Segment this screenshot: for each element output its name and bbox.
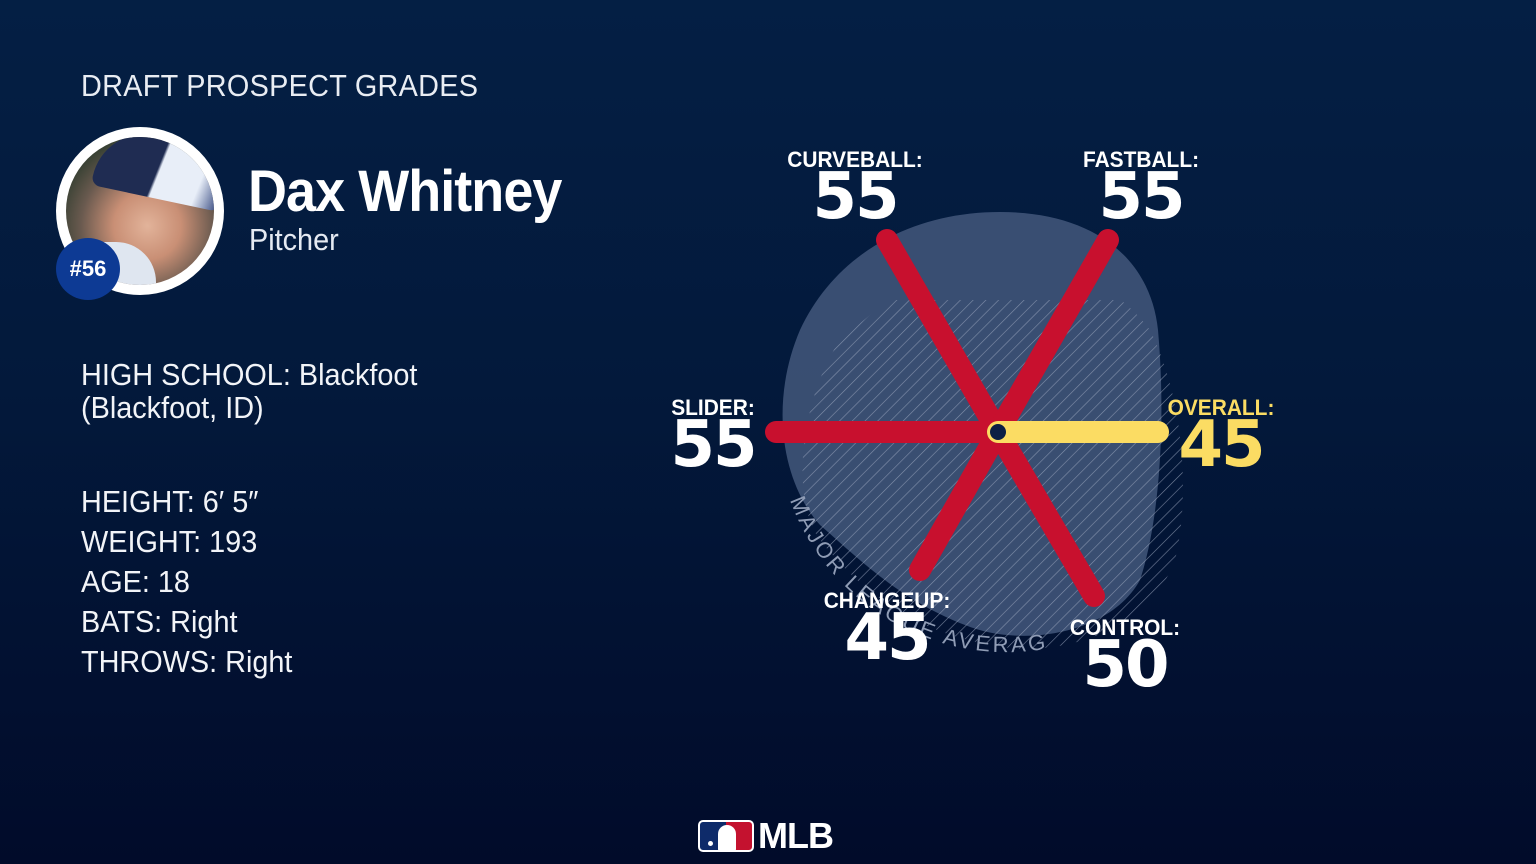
curveball-label: CURVEBALL: xyxy=(787,147,923,172)
player-position: Pitcher xyxy=(249,222,339,257)
stat-throws: THROWS: Right xyxy=(81,644,293,679)
control-value: 50 xyxy=(1082,628,1169,702)
center-dot xyxy=(990,424,1006,440)
fastball-label: FASTBALL: xyxy=(1082,147,1200,172)
curveball-value: 55 xyxy=(812,160,899,234)
stat-weight: WEIGHT: 193 xyxy=(81,524,258,559)
stat-bats: BATS: Right xyxy=(81,604,238,639)
changeup-value: 45 xyxy=(844,601,931,675)
overall-label: OVERALL: xyxy=(1167,395,1275,420)
grade-spokes xyxy=(765,229,1169,607)
slider-label: SLIDER: xyxy=(671,395,755,420)
player-name: Dax Whitney xyxy=(248,159,562,224)
changeup-label: CHANGEUP: xyxy=(823,588,951,613)
high-school-line: HIGH SCHOOL: Blackfoot xyxy=(81,357,418,392)
slider-value: 55 xyxy=(670,408,757,482)
player-stats: HEIGHT: 6′ 5″ WEIGHT: 193 AGE: 18 BATS: … xyxy=(81,482,292,682)
stat-age: AGE: 18 xyxy=(81,564,190,599)
stat-height: HEIGHT: 6′ 5″ xyxy=(81,484,259,519)
rank-badge: #56 xyxy=(56,238,120,300)
mlb-logo-text: MLB xyxy=(758,815,834,856)
mlb-logo: MLB xyxy=(698,815,834,857)
fastball-value: 55 xyxy=(1098,160,1185,234)
spoke-control xyxy=(987,421,1105,607)
high-school-info: HIGH SCHOOL: Blackfoot (Blackfoot, ID) xyxy=(81,358,417,424)
mlb-batter-icon xyxy=(698,820,754,852)
page-title: DRAFT PROSPECT GRADES xyxy=(81,68,479,103)
overall-value: 45 xyxy=(1178,408,1265,482)
spoke-changeup xyxy=(909,421,1009,581)
spoke-curveball xyxy=(876,229,1009,443)
high-school-location: (Blackfoot, ID) xyxy=(81,390,264,425)
control-label: CONTROL: xyxy=(1069,615,1181,640)
spoke-fastball xyxy=(987,229,1119,443)
